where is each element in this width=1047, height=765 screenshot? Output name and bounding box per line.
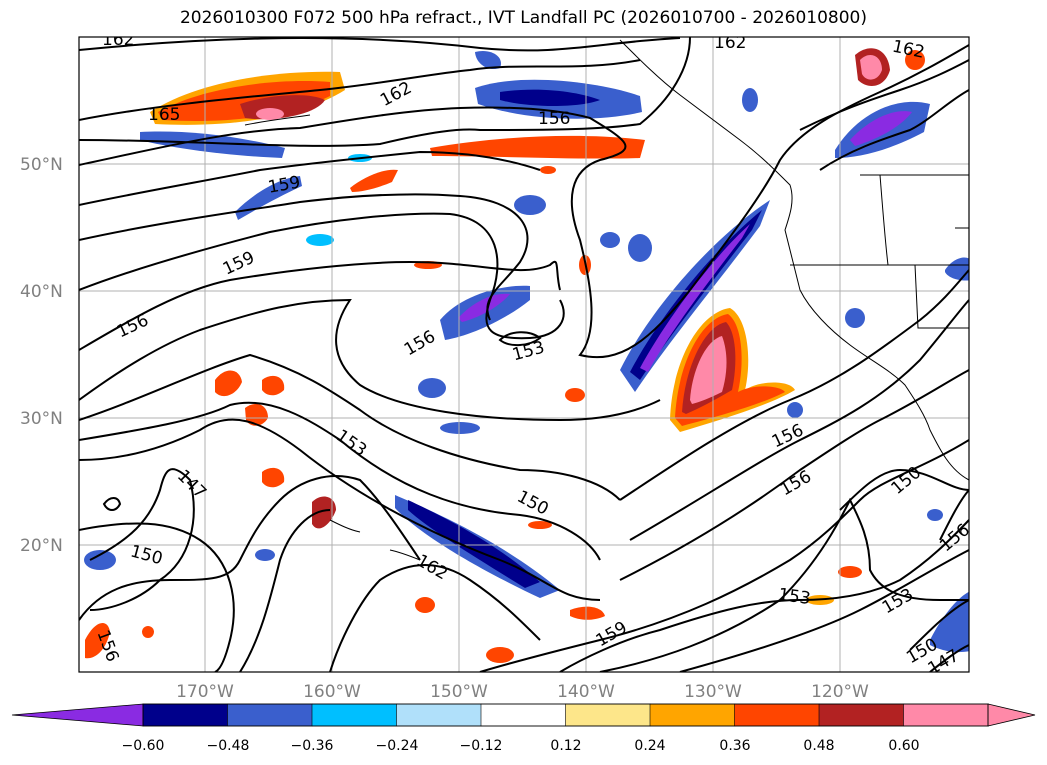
lat-label: 40°N bbox=[20, 282, 63, 302]
colorbar-segment bbox=[227, 703, 313, 727]
colorbar-segment bbox=[142, 703, 229, 727]
colorbar-tick-label: 0.60 bbox=[888, 738, 919, 754]
lat-label: 30°N bbox=[20, 409, 63, 429]
contour-label: 156 bbox=[538, 109, 570, 129]
colorbar-tick-label: −0.12 bbox=[460, 738, 503, 754]
colorbar-ticks: −0.60 −0.48 −0.36 −0.24 −0.12 0.12 0.24 … bbox=[122, 738, 920, 754]
colorbar-tick-label: −0.36 bbox=[291, 738, 334, 754]
colorbar-segment bbox=[818, 703, 905, 727]
colorbar-segment bbox=[565, 703, 651, 727]
lon-label: 120°W bbox=[811, 682, 869, 702]
contour-label: 165 bbox=[148, 105, 180, 125]
colorbar-tick-label: −0.60 bbox=[122, 738, 165, 754]
lat-label: 50°N bbox=[20, 155, 63, 175]
latitude-labels: 50°N 40°N 30°N 20°N bbox=[20, 155, 63, 556]
colorbar-tick-label: 0.48 bbox=[803, 738, 834, 754]
lon-label: 130°W bbox=[684, 682, 742, 702]
colorbar-segment bbox=[903, 703, 989, 727]
colorbar-tick-label: 0.12 bbox=[550, 738, 581, 754]
contour-label: 162 bbox=[102, 30, 134, 50]
colorbar: −0.60 −0.48 −0.36 −0.24 −0.12 0.12 0.24 … bbox=[11, 703, 1036, 754]
colorbar-tick-label: −0.48 bbox=[207, 738, 250, 754]
map-title: 2026010300 F072 500 hPa refract., IVT La… bbox=[179, 8, 867, 28]
colorbar-tick-label: 0.24 bbox=[634, 738, 665, 754]
lon-label: 160°W bbox=[303, 682, 361, 702]
colorbar-frame bbox=[142, 703, 989, 727]
lon-label: 140°W bbox=[557, 682, 615, 702]
negative-shading bbox=[84, 50, 969, 653]
lon-label: 170°W bbox=[176, 682, 234, 702]
colorbar-arrow-left bbox=[11, 703, 144, 727]
lon-label: 150°W bbox=[430, 682, 488, 702]
positive-shading bbox=[85, 48, 925, 663]
longitude-labels: 170°W 160°W 150°W 140°W 130°W 120°W bbox=[176, 682, 869, 702]
lat-label: 20°N bbox=[20, 536, 63, 556]
colorbar-segment bbox=[311, 703, 398, 727]
coastlines bbox=[244, 39, 969, 561]
contour-label: 162 bbox=[714, 33, 746, 53]
colorbar-tick-label: −0.24 bbox=[376, 738, 419, 754]
height-contours bbox=[79, 37, 969, 672]
colorbar-segment bbox=[734, 703, 820, 727]
colorbar-arrow-right bbox=[987, 703, 1036, 727]
contour-label: 153 bbox=[777, 585, 812, 609]
map-frame bbox=[78, 36, 970, 673]
colorbar-segment bbox=[649, 703, 736, 727]
colorbar-segment bbox=[480, 703, 567, 727]
colorbar-tick-label: 0.36 bbox=[719, 738, 750, 754]
colorbar-segment bbox=[396, 703, 482, 727]
